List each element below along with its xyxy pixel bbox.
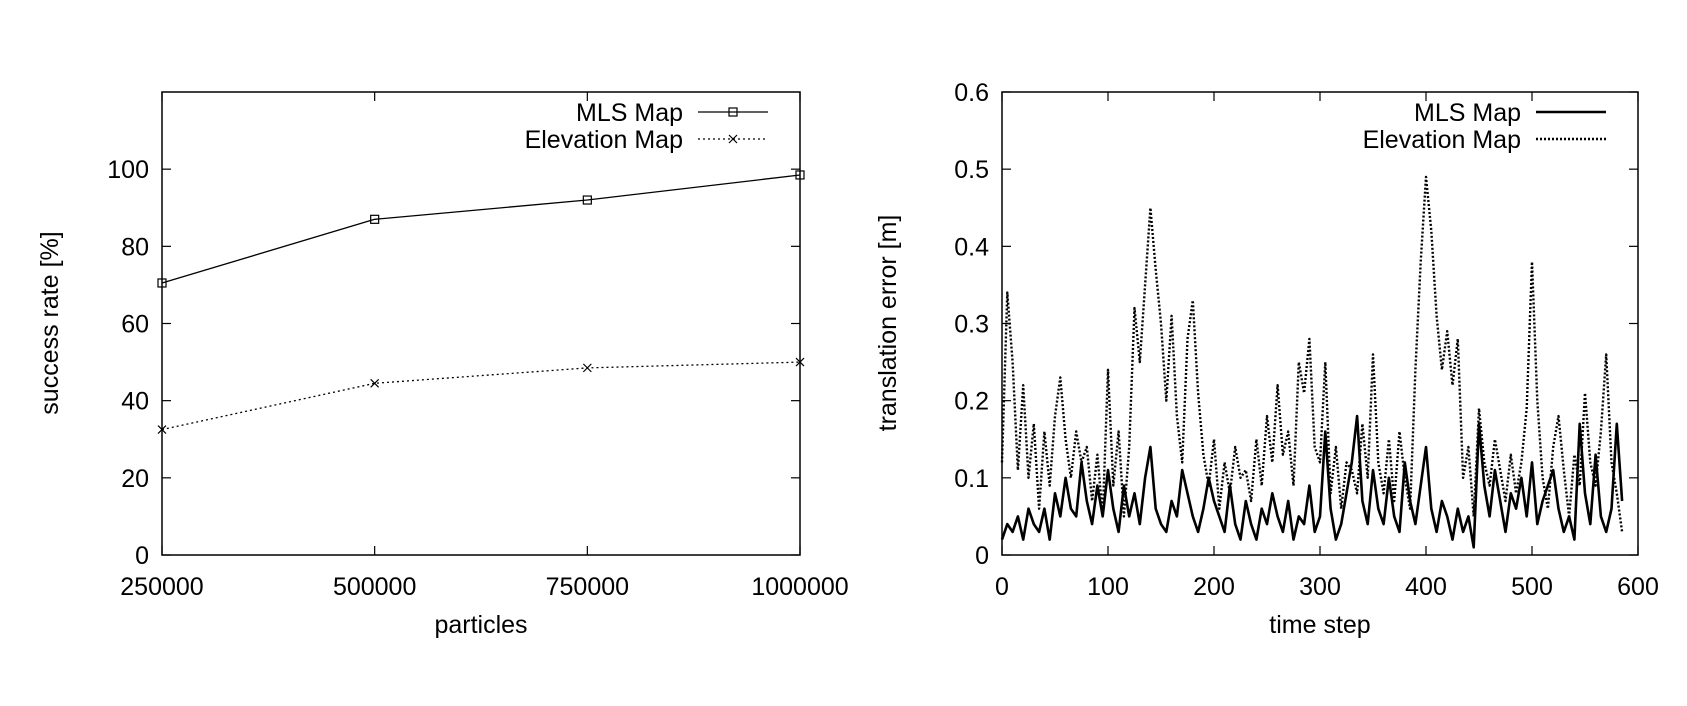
x-tick-label: 600 <box>1617 573 1659 601</box>
data-point <box>370 214 380 224</box>
y-tick-label: 40 <box>121 388 149 416</box>
x-tick-label: 0 <box>995 573 1009 601</box>
data-point <box>157 278 167 288</box>
tick-group: 0 100 200 300 400 500 600 0 0.1 0.2 0.3 0.4 0.5 0.6 <box>954 79 1659 601</box>
legend-label: MLS Map <box>1414 99 1521 127</box>
data-point <box>370 378 380 388</box>
y-tick-label: 0.2 <box>954 388 989 416</box>
series-group <box>157 170 805 435</box>
legend-label: Elevation Map <box>525 126 683 154</box>
data-point <box>795 170 805 180</box>
series-line-mls-map <box>161 174 801 284</box>
y-axis-label: translation error [m] <box>874 215 902 432</box>
x-tick-label: 500000 <box>333 573 416 601</box>
x-tick-label: 300 <box>1299 573 1341 601</box>
series-line-elevation-map <box>161 361 801 431</box>
x-tick-label: 100 <box>1087 573 1129 601</box>
data-point <box>582 363 592 373</box>
series-group <box>1000 175 1624 549</box>
x-axis-label: time step <box>1269 611 1370 639</box>
x-tick-label: 500 <box>1511 573 1553 601</box>
y-tick-label: 0.3 <box>954 311 989 339</box>
plot-frame <box>161 91 801 556</box>
y-axis-label: success rate [%] <box>36 231 64 414</box>
legend-label: MLS Map <box>576 99 683 127</box>
y-tick-label: 0.5 <box>954 156 989 184</box>
y-tick-label: 0 <box>135 542 149 570</box>
series-line-mls-map <box>1000 414 1624 549</box>
data-point <box>157 425 167 435</box>
x-axis-label: particles <box>434 611 527 639</box>
y-tick-label: 0 <box>975 542 989 570</box>
x-tick-label: 1000000 <box>751 573 848 601</box>
y-tick-label: 0.6 <box>954 79 989 107</box>
success-rate-chart: particles success rate [%] 250000 500000 7… <box>36 91 849 639</box>
legend-label: Elevation Map <box>1363 126 1521 154</box>
x-tick-label: 250000 <box>120 573 203 601</box>
data-point <box>795 357 805 367</box>
x-tick-label: 750000 <box>546 573 629 601</box>
x-tick-label: 200 <box>1193 573 1235 601</box>
y-tick-label: 0.4 <box>954 233 989 261</box>
y-tick-label: 100 <box>107 156 149 184</box>
y-tick-label: 60 <box>121 311 149 339</box>
translation-error-chart: time step translation error [m] 0 100 200 3… <box>874 79 1659 639</box>
tick-group: 250000 500000 750000 1000000 0 20 40 60 80 100 <box>107 92 849 601</box>
series-line-elevation-map <box>1000 175 1624 533</box>
data-point <box>582 195 592 205</box>
x-tick-label: 400 <box>1405 573 1447 601</box>
y-tick-label: 80 <box>121 233 149 261</box>
legend-marker <box>728 107 738 117</box>
legend-marker <box>728 134 738 144</box>
y-tick-label: 0.1 <box>954 465 989 493</box>
y-tick-label: 20 <box>121 465 149 493</box>
